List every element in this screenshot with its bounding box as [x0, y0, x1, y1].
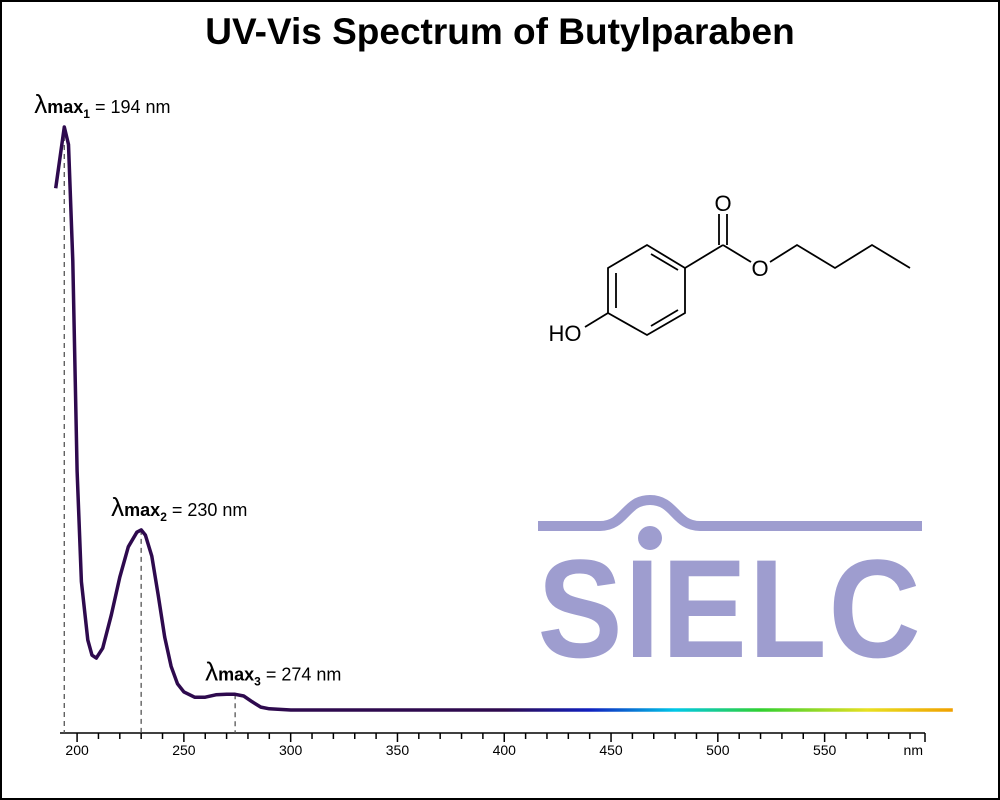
watermark: SIELC — [538, 494, 923, 687]
peak-label-symbol: λ — [34, 89, 47, 119]
x-tick-label: 550 — [813, 742, 837, 758]
x-tick-label: 500 — [706, 742, 730, 758]
bond — [584, 312, 609, 328]
bond — [650, 253, 679, 271]
peak-label-subscript: max — [47, 97, 83, 117]
spectrum-line — [53, 125, 953, 712]
x-axis-label: nm — [904, 742, 923, 758]
peak-label-index: 2 — [160, 510, 167, 524]
peak-label-symbol: λ — [111, 492, 124, 522]
watermark-wave — [538, 494, 922, 531]
bond — [722, 244, 752, 263]
peak-label-subscript: max — [218, 664, 254, 684]
x-tick-label: 300 — [279, 742, 303, 758]
chart-title: UV-Vis Spectrum of Butylparaben — [205, 11, 794, 52]
peak-label-text: = 194 nm — [90, 97, 171, 117]
peak-label-index: 3 — [254, 674, 261, 688]
bond — [650, 309, 679, 327]
watermark-dot — [638, 526, 662, 550]
atom-label: O — [714, 191, 731, 216]
x-tick-label: 350 — [386, 742, 410, 758]
peak-label-text: = 230 nm — [167, 500, 248, 520]
x-tick-label: 400 — [493, 742, 517, 758]
peak-label: λmax1 = 194 nm — [34, 89, 170, 121]
peak-label-symbol: λ — [205, 656, 218, 686]
x-tick-label: 200 — [65, 742, 89, 758]
atom-label: HO — [549, 321, 582, 346]
peak-label: λmax3 = 274 nm — [205, 656, 341, 688]
peak-label-text: = 274 nm — [261, 664, 342, 684]
x-tick-label: 450 — [599, 742, 623, 758]
watermark-text: SIELC — [538, 530, 923, 687]
peak-label: λmax2 = 230 nm — [111, 492, 247, 524]
chain — [769, 243, 911, 270]
atom-label: O — [751, 256, 768, 281]
peak-label-subscript: max — [124, 500, 160, 520]
bond — [684, 244, 724, 269]
structure: O O HO — [549, 191, 911, 346]
peak-label-index: 1 — [83, 107, 90, 121]
x-tick-label: 250 — [172, 742, 196, 758]
